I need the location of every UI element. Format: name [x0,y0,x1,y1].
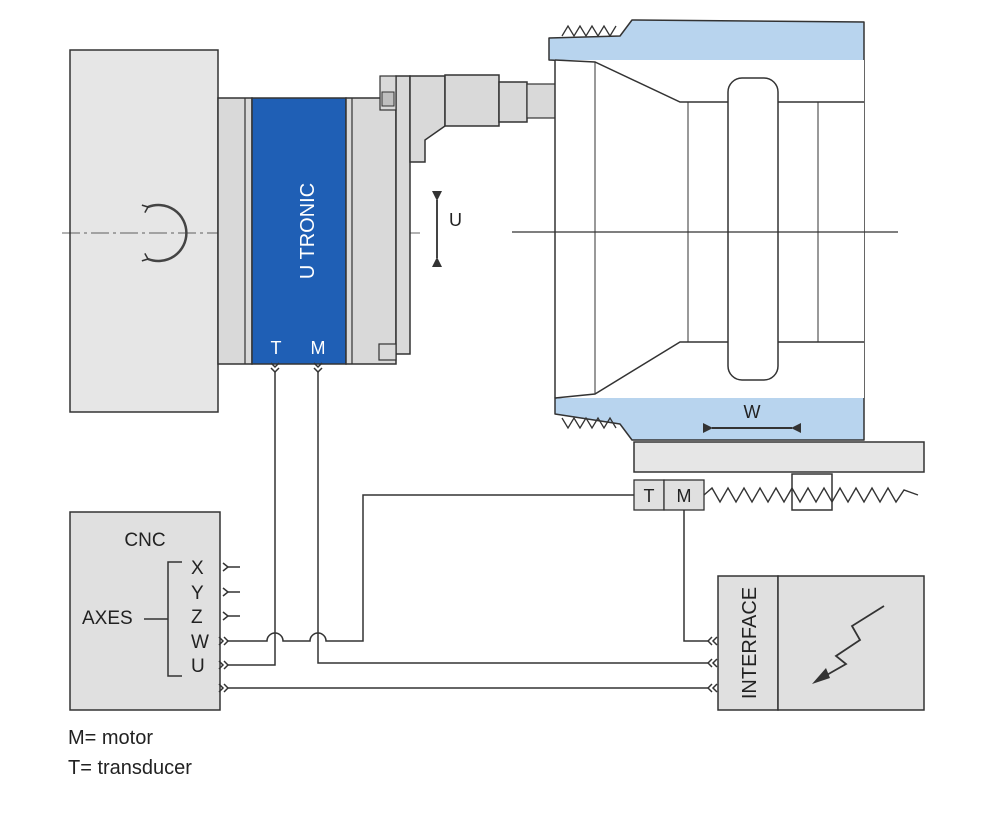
interface-label-panel [717,575,779,711]
cnc-box [69,511,221,711]
machine-table [633,441,925,473]
axes-label: AXES [82,608,133,629]
interface-label: INTERFACE [739,587,761,699]
legend-motor: M= motor [68,727,154,749]
w-slide-unit: T M [633,473,919,511]
rotation-arrow-icon [148,203,188,263]
slide-transducer-line [228,494,634,641]
u-tronic-label: U TRONIC [297,183,319,279]
axis-w-label: W [191,632,209,653]
workpiece: W [512,19,898,441]
legend-transducer: T= transducer [68,757,192,779]
cnc-controller: CNC AXES X Y Z W U [69,511,221,711]
tool-holder [379,67,582,163]
u-tronic-head: U TRONIC T M [217,75,411,365]
interface-main-panel [777,575,925,711]
thread-top [561,24,617,38]
spindle-housing [69,49,219,413]
u-tronic-body [251,97,347,365]
slide-motor-label: M [677,486,692,506]
ball-screw [703,486,919,504]
ball-nut [791,473,833,511]
slide-motor-line [683,510,708,641]
head-motor-label: M [311,338,326,358]
lightning-bolt-icon [812,605,885,684]
groove [727,77,779,381]
head-flange-right [345,97,397,365]
u-motion-arrow: U [432,191,462,267]
axis-y-label: Y [191,583,204,604]
cnc-label: CNC [124,530,165,551]
u-axis-label: U [449,210,462,230]
slide-transducer-label: T [644,486,655,506]
head-transducer-line [228,372,275,665]
interface-unit: INTERFACE [717,575,925,711]
head-transducer-label: T [271,338,282,358]
axis-stubs [228,567,240,616]
head-plate [395,75,411,355]
w-axis-label: W [744,402,761,422]
axis-u-label: U [191,656,205,677]
signal-lines [228,372,708,688]
head-motor-line [318,372,708,663]
axis-x-label: X [191,558,204,579]
axis-z-label: Z [191,607,203,628]
head-flange-left [217,97,253,365]
axes-bracket [144,561,182,677]
